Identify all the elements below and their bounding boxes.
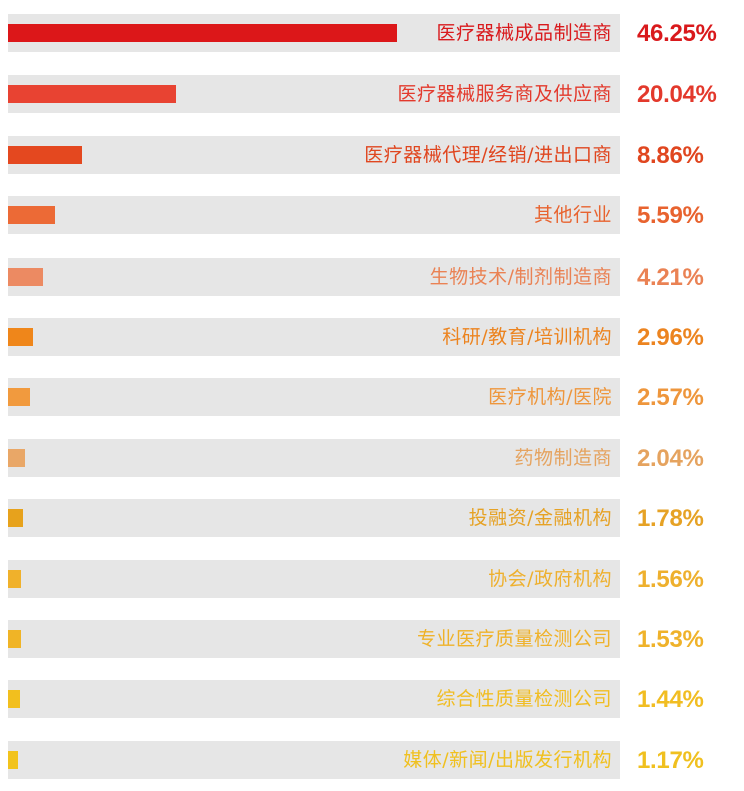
percentage-value: 2.57%	[637, 384, 704, 411]
category-label: 医疗机构/医院	[488, 386, 612, 408]
bar	[8, 24, 397, 42]
chart-row: 综合性质量检测公司 1.44%	[0, 680, 744, 718]
bar-track	[8, 136, 620, 174]
category-label: 医疗器械代理/经销/进出口商	[364, 144, 612, 166]
chart-row: 投融资/金融机构 1.78%	[0, 499, 744, 537]
category-label: 医疗器械成品制造商	[436, 22, 612, 44]
category-label: 生物技术/制剂制造商	[429, 266, 612, 288]
bar	[8, 509, 23, 527]
bar	[8, 690, 20, 708]
bar	[8, 268, 43, 286]
chart-row: 生物技术/制剂制造商 4.21%	[0, 258, 744, 296]
bar	[8, 146, 82, 164]
bar-track	[8, 741, 620, 779]
chart-row: 医疗机构/医院 2.57%	[0, 378, 744, 416]
category-label: 投融资/金融机构	[468, 507, 612, 529]
bar-track	[8, 378, 620, 416]
percentage-value: 5.59%	[637, 202, 704, 229]
bar-track	[8, 499, 620, 537]
chart-row: 协会/政府机构 1.56%	[0, 560, 744, 598]
bar	[8, 388, 30, 406]
category-label: 专业医疗质量检测公司	[416, 628, 612, 650]
category-label: 协会/政府机构	[488, 568, 612, 590]
percentage-value: 1.78%	[637, 505, 704, 532]
percentage-value: 8.86%	[637, 142, 704, 169]
bar	[8, 630, 21, 648]
chart-row: 医疗器械服务商及供应商 20.04%	[0, 75, 744, 113]
category-label: 媒体/新闻/出版发行机构	[403, 749, 612, 771]
chart-row: 媒体/新闻/出版发行机构 1.17%	[0, 741, 744, 779]
chart-row: 专业医疗质量检测公司 1.53%	[0, 620, 744, 658]
bar	[8, 570, 21, 588]
category-label: 科研/教育/培训机构	[442, 326, 612, 348]
bar-track	[8, 620, 620, 658]
bar-track	[8, 439, 620, 477]
bar	[8, 449, 25, 467]
percentage-value: 4.21%	[637, 264, 704, 291]
bar-track	[8, 258, 620, 296]
percentage-value: 20.04%	[637, 81, 717, 108]
chart-row: 医疗器械代理/经销/进出口商 8.86%	[0, 136, 744, 174]
percentage-value: 1.53%	[637, 626, 704, 653]
category-label: 药物制造商	[514, 447, 612, 469]
bar	[8, 206, 55, 224]
category-label: 其他行业	[533, 204, 612, 226]
percentage-value: 1.17%	[637, 747, 704, 774]
bar	[8, 751, 18, 769]
percentage-value: 2.96%	[637, 324, 704, 351]
bar-track	[8, 560, 620, 598]
percentage-value: 1.56%	[637, 566, 704, 593]
percentage-value: 2.04%	[637, 445, 704, 472]
percentage-value: 1.44%	[637, 686, 704, 713]
chart-row: 科研/教育/培训机构 2.96%	[0, 318, 744, 356]
chart-row: 其他行业 5.59%	[0, 196, 744, 234]
bar-track	[8, 196, 620, 234]
category-label: 综合性质量检测公司	[436, 688, 612, 710]
percentage-value: 46.25%	[637, 20, 717, 47]
chart-row: 药物制造商 2.04%	[0, 439, 744, 477]
bar-track	[8, 680, 620, 718]
bar-track	[8, 318, 620, 356]
chart-row: 医疗器械成品制造商 46.25%	[0, 14, 744, 52]
bar	[8, 328, 33, 346]
category-label: 医疗器械服务商及供应商	[397, 83, 612, 105]
bar	[8, 85, 176, 103]
